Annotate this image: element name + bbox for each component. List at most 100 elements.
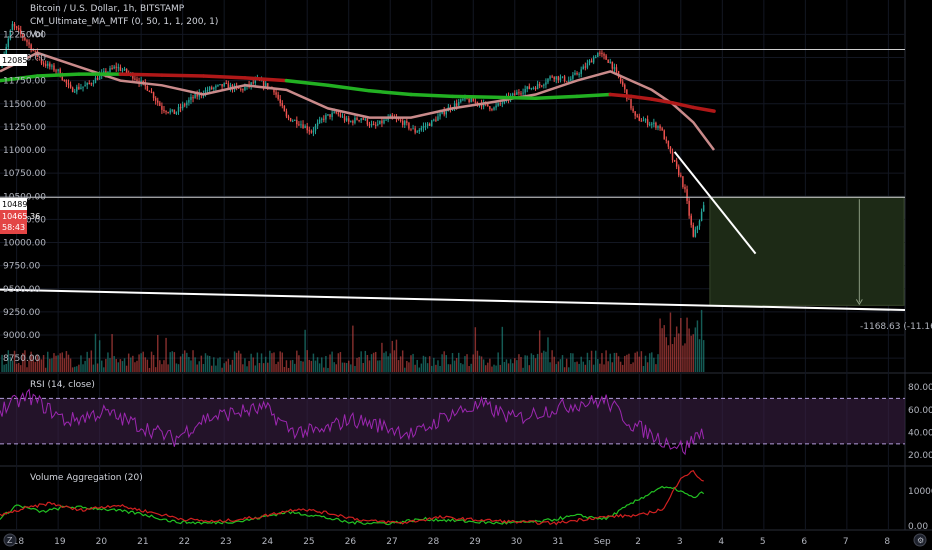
x-tick-Sep: Sep — [594, 537, 611, 547]
candle — [599, 52, 601, 54]
candle — [32, 50, 34, 52]
candle — [190, 96, 192, 100]
volume-bar — [76, 366, 78, 372]
volume-bar — [130, 357, 132, 372]
y-tick-11750: 11750.00 — [3, 77, 46, 87]
candle — [406, 121, 408, 123]
candle — [17, 28, 20, 30]
volume-bar — [223, 363, 225, 372]
volume-bar — [700, 309, 703, 372]
volume-bar — [470, 363, 472, 372]
candle — [76, 86, 78, 92]
candle — [13, 23, 16, 27]
volume-bar — [144, 357, 147, 372]
candle — [632, 108, 634, 112]
candle — [534, 87, 537, 90]
volume-bar — [516, 360, 518, 372]
volume-bar — [215, 365, 217, 372]
volume-bar — [314, 360, 317, 372]
candle — [186, 102, 188, 106]
volume-bar — [150, 351, 153, 372]
volume-bar — [325, 356, 327, 372]
volume-bar — [306, 350, 308, 372]
volume-bar — [134, 362, 136, 372]
candle — [223, 83, 225, 87]
volume-bar — [343, 362, 346, 372]
candle — [431, 120, 433, 126]
volume-bar — [115, 359, 117, 372]
candle — [568, 80, 570, 82]
candle — [44, 64, 47, 66]
candle — [592, 57, 595, 63]
candle — [410, 128, 412, 130]
volume-bar — [592, 364, 595, 372]
axis-settings-button[interactable]: ⚙ — [913, 533, 927, 547]
volume-bar — [53, 353, 55, 372]
volume-title[interactable]: Vol — [30, 30, 43, 40]
symbol-title[interactable]: Bitcoin / U.S. Dollar, 1h, BITSTAMP — [30, 4, 185, 14]
volume-bar — [406, 360, 408, 372]
volume-bar — [673, 337, 676, 372]
volume-bar — [615, 352, 618, 372]
candle — [264, 83, 267, 87]
volume-bar — [393, 350, 396, 372]
candle — [692, 225, 695, 237]
volume-bar — [669, 312, 672, 372]
volume-bar — [368, 360, 371, 372]
candle — [615, 67, 618, 72]
volume-bar — [213, 357, 215, 372]
volume-bar — [505, 359, 508, 372]
zoom-reset-button[interactable]: Z — [3, 533, 17, 547]
volume-bar — [545, 351, 547, 372]
candle — [408, 122, 410, 129]
candle — [67, 83, 70, 85]
volume-bar — [298, 355, 300, 372]
volume-bar — [329, 354, 331, 372]
volume-bar — [632, 362, 634, 372]
trendline-1 — [0, 288, 906, 312]
ma-slow-segment — [492, 95, 538, 100]
volume-bar — [665, 337, 668, 372]
candle — [49, 63, 51, 67]
candle — [98, 74, 101, 80]
candle — [443, 111, 445, 115]
volagg-series-1 — [0, 485, 705, 526]
candle — [188, 99, 190, 103]
candle — [308, 130, 311, 132]
volume-bar — [273, 352, 275, 372]
candle — [661, 128, 663, 131]
volume-bar — [613, 352, 616, 372]
volume-bar — [487, 362, 489, 372]
candle — [150, 92, 153, 94]
candle — [252, 82, 254, 84]
candle — [580, 69, 582, 74]
volagg-title[interactable]: Volume Aggregation (20) — [30, 473, 143, 483]
volume-bars — [1, 309, 705, 372]
volume-bar — [316, 357, 319, 372]
volume-bar — [414, 364, 416, 372]
volume-bar — [416, 359, 418, 372]
candle — [422, 126, 425, 129]
trendline-2 — [673, 151, 757, 255]
volume-bar — [171, 351, 174, 372]
rsi-title[interactable]: RSI (14, close) — [30, 380, 95, 390]
candle — [210, 87, 213, 90]
candle — [499, 103, 501, 105]
volume-bar — [256, 352, 259, 372]
candle — [605, 55, 607, 60]
volume-bar — [601, 353, 603, 372]
indicator-title[interactable]: CM_Ultimate_MA_MTF (0, 50, 1, 1, 200, 1) — [30, 17, 218, 27]
y-tick-9250: 9250.00 — [3, 308, 40, 318]
volume-bar — [32, 355, 34, 372]
candle — [493, 107, 495, 110]
volume-bar — [227, 358, 230, 372]
candle — [53, 65, 55, 71]
candle — [73, 91, 76, 93]
volume-bar — [107, 352, 109, 372]
y-tick-11250: 11250.00 — [3, 123, 46, 133]
volume-bar — [217, 358, 219, 372]
svg-text:⚙: ⚙ — [917, 536, 924, 545]
volume-bar — [57, 355, 59, 372]
candle — [468, 98, 470, 103]
